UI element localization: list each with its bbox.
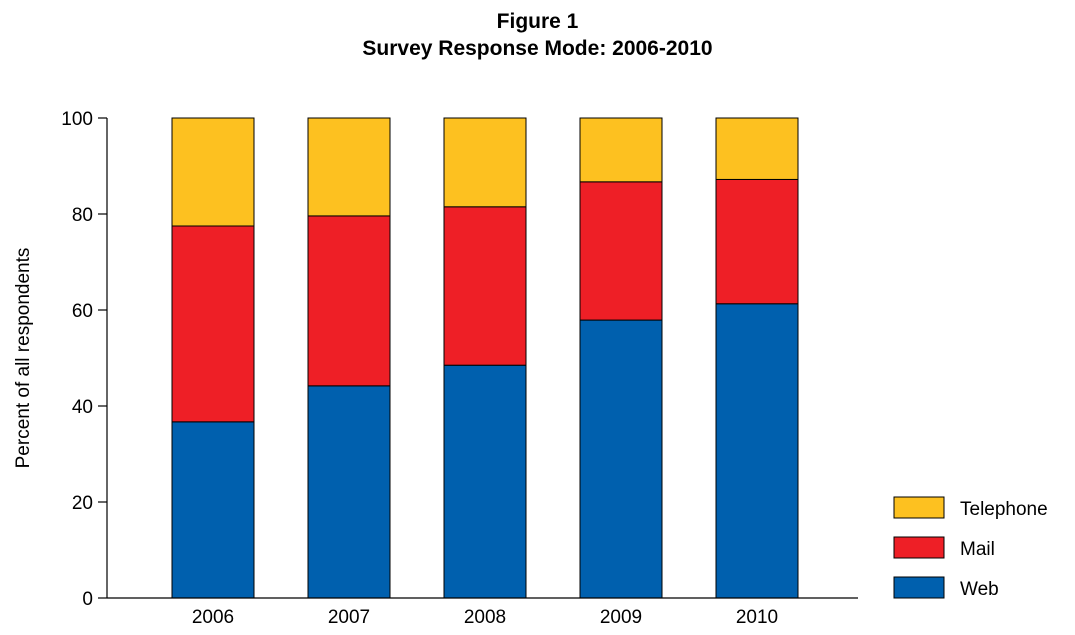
legend-label-web: Web [960, 579, 999, 600]
chart-subtitle: Survey Response Mode: 2006-2010 [362, 37, 713, 60]
legend-label-mail: Mail [960, 539, 995, 560]
bar-web-2008 [443, 364, 527, 599]
legend-swatch-mail [893, 536, 945, 559]
bar-mail-2006 [171, 225, 255, 423]
y-tick-label: 20 [72, 493, 93, 514]
bar-mail-2009 [579, 181, 663, 321]
plot-area [171, 117, 799, 599]
x-tick-label: 2007 [328, 607, 370, 628]
axes: 0 20 40 60 80 100 2006 2007 2008 2009 2010 Percent … [13, 109, 858, 628]
legend-swatch-web [893, 576, 945, 599]
bar-telephone-2009 [579, 117, 663, 183]
x-tick-label: 2008 [464, 607, 506, 628]
chart-title: Figure 1 [496, 10, 579, 33]
bar-telephone-2010 [715, 117, 799, 180]
bar-telephone-2006 [171, 117, 255, 227]
bar-mail-2010 [715, 178, 799, 305]
y-tick-label: 80 [72, 205, 93, 226]
bar-mail-2007 [307, 215, 391, 387]
bar-web-2007 [307, 385, 391, 599]
y-tick-label: 100 [61, 109, 93, 130]
x-tick-label: 2009 [600, 607, 642, 628]
legend-swatch-telephone [893, 496, 945, 519]
bar-web-2009 [579, 319, 663, 599]
x-tick-label: 2006 [192, 607, 234, 628]
bar-web-2010 [715, 303, 799, 599]
bar-telephone-2008 [443, 117, 527, 208]
legend: Telephone Mail Web [893, 496, 1048, 600]
x-tick-label: 2010 [736, 607, 778, 628]
chart-title-block: Figure 1 Survey Response Mode: 2006-2010 [0, 8, 1075, 62]
bar-mail-2008 [443, 206, 527, 366]
y-tick-label: 40 [72, 397, 93, 418]
y-axis-title: Percent of all respondents [13, 248, 34, 469]
y-tick-label: 0 [82, 589, 93, 610]
y-tick-label: 60 [72, 301, 93, 322]
legend-label-telephone: Telephone [960, 499, 1048, 520]
bar-telephone-2007 [307, 117, 391, 217]
bar-web-2006 [171, 421, 255, 599]
